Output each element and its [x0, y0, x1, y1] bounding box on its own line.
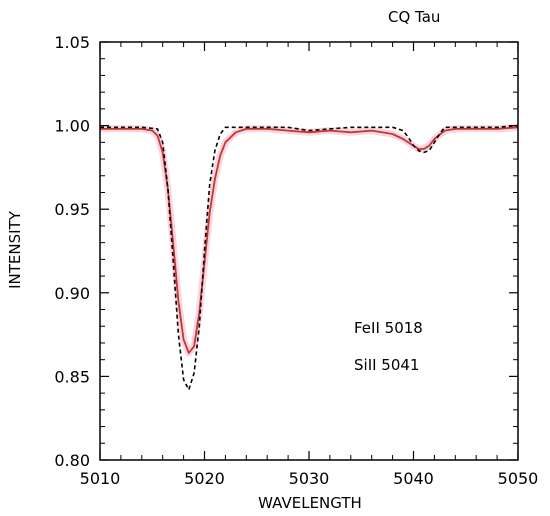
observed-noise-band — [100, 123, 519, 357]
model-spectrum-line — [100, 124, 519, 391]
shaded-band — [100, 123, 519, 357]
tick-labels: 5010 5020 5030 5040 5050 0.80 0.85 0.90 0.95 1.00… — [54, 33, 538, 488]
y-tick-label: 0.95 — [54, 200, 90, 219]
x-tick-label: 5020 — [184, 469, 225, 488]
y-tick-label: 1.00 — [54, 117, 90, 136]
x-tick-label: 5010 — [80, 469, 121, 488]
y-tick-label: 0.90 — [54, 284, 90, 303]
plot-frame — [99, 41, 519, 461]
y-axis-title: INTENSITY — [6, 210, 24, 289]
series-lines — [100, 124, 519, 391]
x-tick-label: 5030 — [289, 469, 330, 488]
x-tick-label: 5040 — [393, 469, 434, 488]
chart-title: CQ Tau — [388, 8, 440, 26]
annotation-feii: FeII 5018 — [354, 319, 423, 337]
annotation-siii: SiII 5041 — [354, 356, 419, 374]
tick-marks — [99, 41, 519, 461]
x-tick-label: 5050 — [498, 469, 539, 488]
y-tick-label: 1.05 — [54, 33, 90, 52]
y-tick-label: 0.80 — [54, 451, 90, 470]
y-tick-label: 0.85 — [54, 367, 90, 386]
x-axis-title: WAVELENGTH — [258, 494, 362, 512]
